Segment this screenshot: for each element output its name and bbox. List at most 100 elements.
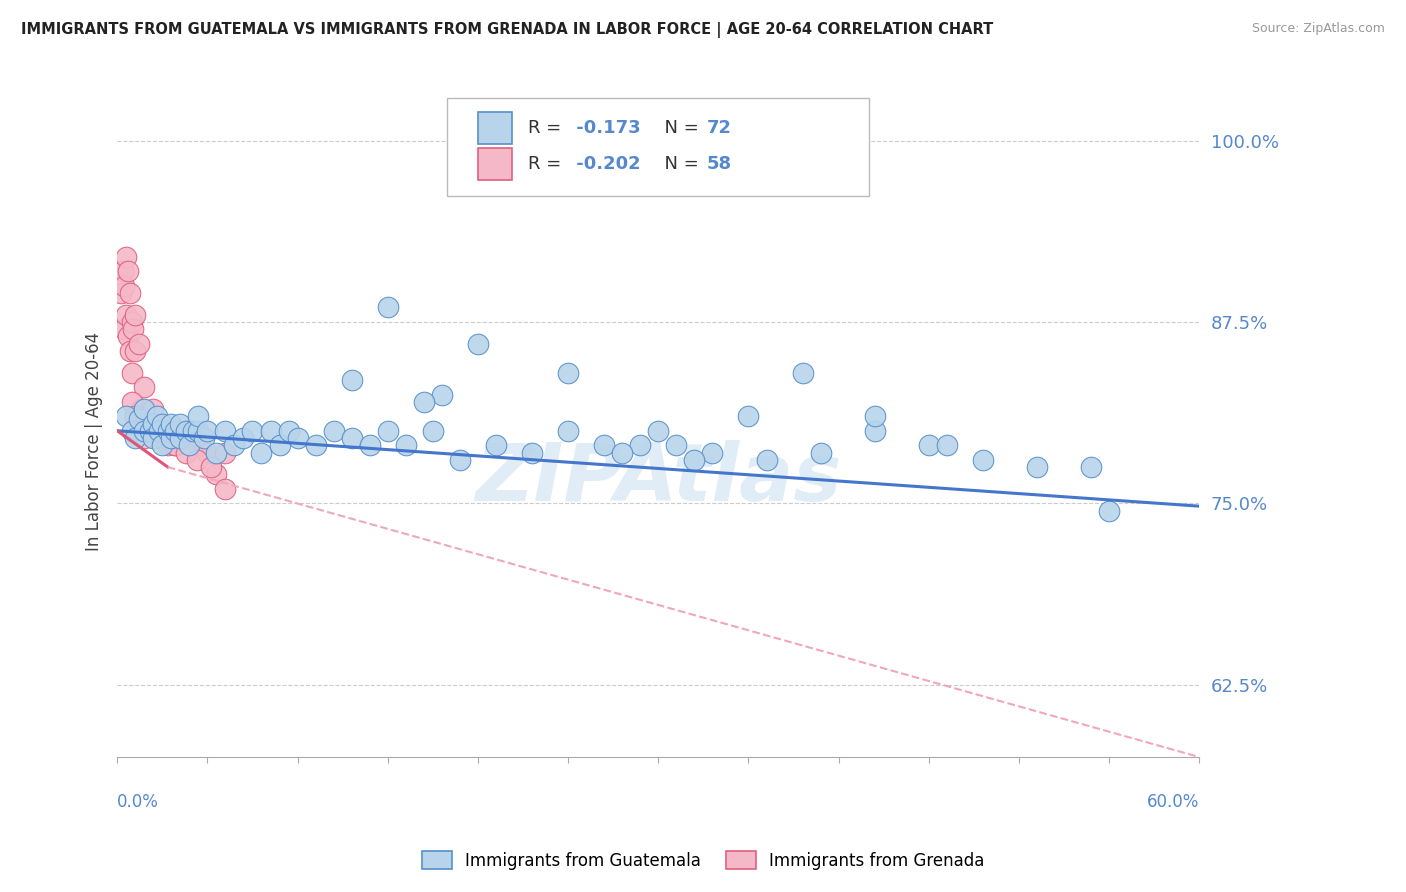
- Point: [863, 424, 886, 438]
- Point: [150, 438, 173, 452]
- Point: [174, 424, 197, 438]
- Point: [430, 387, 453, 401]
- Point: [665, 438, 688, 452]
- Point: [115, 409, 138, 424]
- Point: [153, 424, 176, 438]
- Point: [193, 431, 215, 445]
- Point: [138, 424, 160, 438]
- Point: [142, 431, 165, 445]
- Point: [134, 424, 156, 438]
- Point: [485, 438, 508, 452]
- Point: [412, 394, 434, 409]
- Point: [395, 438, 418, 452]
- Point: [702, 445, 724, 459]
- Text: IMMIGRANTS FROM GUATEMALA VS IMMIGRANTS FROM GRENADA IN LABOR FORCE | AGE 20-64 : IMMIGRANTS FROM GUATEMALA VS IMMIGRANTS …: [21, 22, 994, 38]
- Point: [117, 264, 139, 278]
- Point: [287, 431, 309, 445]
- Point: [124, 431, 146, 445]
- Point: [1026, 460, 1049, 475]
- Point: [134, 380, 156, 394]
- Point: [128, 336, 150, 351]
- Point: [124, 409, 146, 424]
- Point: [142, 417, 165, 431]
- Point: [467, 336, 489, 351]
- Text: 72: 72: [707, 119, 733, 137]
- Point: [136, 424, 159, 438]
- Point: [1098, 503, 1121, 517]
- Point: [160, 417, 183, 431]
- Point: [179, 424, 201, 438]
- Text: R =: R =: [529, 119, 568, 137]
- Point: [160, 424, 183, 438]
- Point: [232, 431, 254, 445]
- Point: [135, 409, 157, 424]
- Point: [124, 409, 146, 424]
- Point: [186, 452, 208, 467]
- Point: [259, 424, 281, 438]
- Point: [377, 301, 399, 315]
- Point: [195, 445, 218, 459]
- Point: [647, 424, 669, 438]
- Point: [792, 366, 814, 380]
- Point: [121, 366, 143, 380]
- Point: [340, 431, 363, 445]
- Point: [128, 424, 150, 438]
- Point: [214, 445, 236, 459]
- Point: [112, 278, 135, 293]
- Point: [121, 424, 143, 438]
- Point: [150, 424, 173, 438]
- Point: [174, 445, 197, 459]
- Point: [146, 409, 169, 424]
- Point: [172, 431, 194, 445]
- Point: [593, 438, 616, 452]
- Point: [628, 438, 651, 452]
- Point: [683, 452, 706, 467]
- Text: N =: N =: [652, 155, 704, 173]
- Text: N =: N =: [652, 119, 704, 137]
- Point: [148, 424, 170, 438]
- Point: [129, 402, 152, 417]
- Point: [188, 438, 211, 452]
- Point: [181, 424, 204, 438]
- Point: [115, 308, 138, 322]
- Y-axis label: In Labor Force | Age 20-64: In Labor Force | Age 20-64: [86, 332, 103, 551]
- Point: [115, 250, 138, 264]
- Point: [918, 438, 941, 452]
- Point: [121, 315, 143, 329]
- Text: 58: 58: [707, 155, 733, 173]
- Point: [169, 431, 191, 445]
- Point: [322, 424, 344, 438]
- Point: [163, 438, 186, 452]
- Point: [112, 322, 135, 336]
- Point: [118, 285, 141, 300]
- Point: [612, 445, 634, 459]
- Point: [163, 424, 186, 438]
- Point: [224, 438, 246, 452]
- Point: [174, 424, 197, 438]
- Text: Source: ZipAtlas.com: Source: ZipAtlas.com: [1251, 22, 1385, 36]
- Point: [128, 412, 150, 426]
- Point: [167, 424, 190, 438]
- Point: [187, 409, 209, 424]
- Point: [138, 424, 160, 438]
- Point: [277, 424, 299, 438]
- Point: [359, 438, 381, 452]
- Point: [737, 409, 759, 424]
- Point: [377, 424, 399, 438]
- Point: [520, 445, 543, 459]
- Point: [422, 424, 444, 438]
- Point: [195, 424, 218, 438]
- Point: [125, 424, 148, 438]
- Point: [155, 431, 177, 445]
- Point: [242, 424, 264, 438]
- Point: [134, 424, 156, 438]
- Point: [810, 445, 832, 459]
- FancyBboxPatch shape: [478, 112, 512, 144]
- Point: [146, 424, 169, 438]
- Point: [134, 431, 156, 445]
- Point: [117, 329, 139, 343]
- Legend: Immigrants from Guatemala, Immigrants from Grenada: Immigrants from Guatemala, Immigrants fr…: [415, 845, 991, 877]
- Text: 0.0%: 0.0%: [117, 793, 159, 812]
- Point: [156, 424, 179, 438]
- Point: [124, 343, 146, 358]
